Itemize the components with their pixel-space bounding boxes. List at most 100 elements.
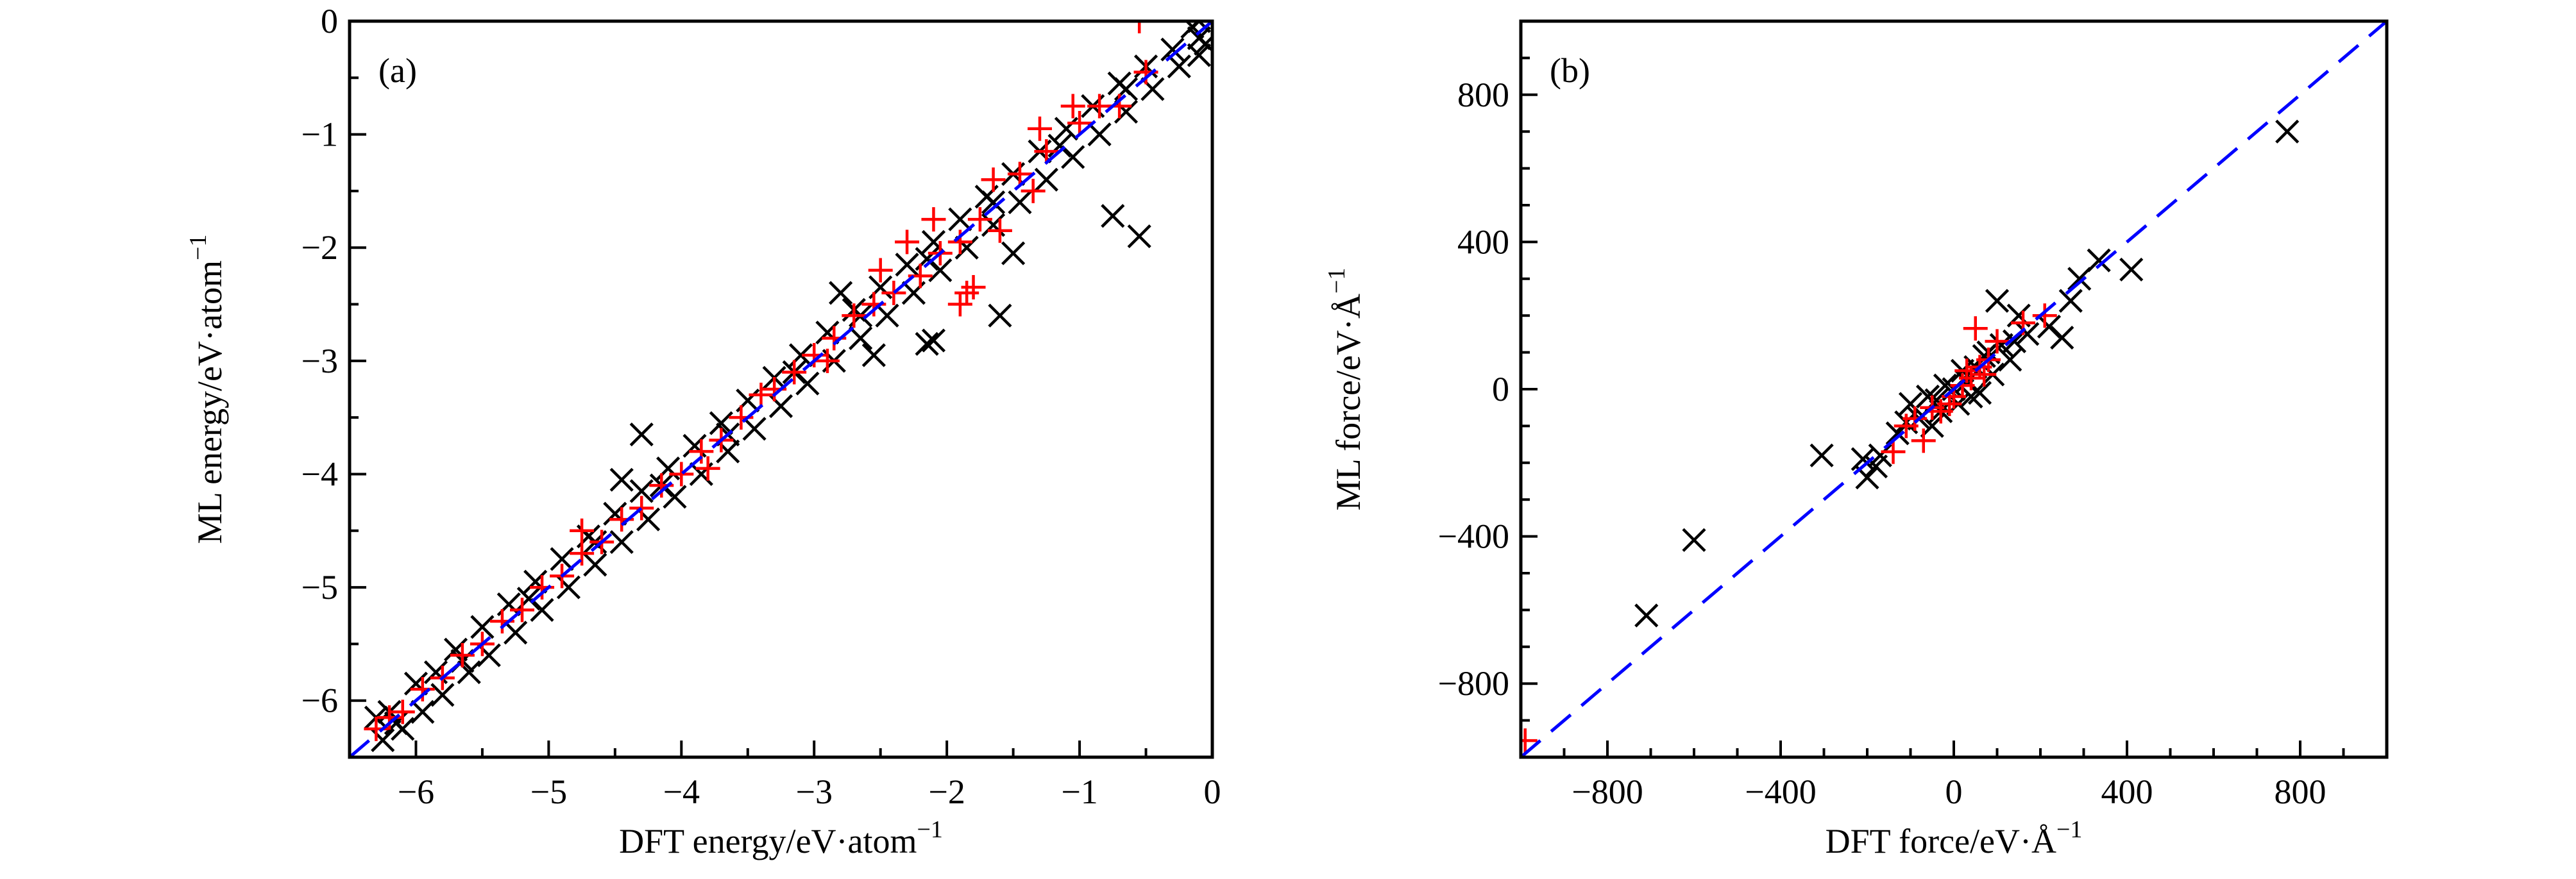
data-point-x-marker bbox=[583, 553, 607, 577]
x-tick-label: −400 bbox=[1745, 773, 1816, 811]
data-point-plus-marker bbox=[1954, 358, 1979, 383]
data-point-x-marker bbox=[1101, 204, 1125, 228]
data-point-plus-marker bbox=[1521, 728, 1538, 753]
x-axis-label-superscript: −1 bbox=[917, 816, 942, 843]
y-tick-label: −4 bbox=[301, 455, 338, 493]
data-point-plus-marker bbox=[1881, 439, 1906, 464]
y-tick-label: −2 bbox=[301, 228, 338, 267]
data-point-plus-marker bbox=[987, 218, 1012, 243]
data-point-x-marker bbox=[550, 547, 574, 571]
data-point-x-marker bbox=[1034, 167, 1058, 192]
y-tick-label: 0 bbox=[1492, 370, 1509, 408]
data-point-x-marker bbox=[849, 326, 873, 351]
data-point-x-marker bbox=[1868, 443, 1892, 467]
data-point-x-marker bbox=[2087, 248, 2111, 272]
x-tick-label: −800 bbox=[1572, 773, 1643, 811]
x-tick-label: −5 bbox=[530, 773, 567, 811]
y-axis-label-superscript: −1 bbox=[185, 235, 212, 260]
y-axis-label: ML energy/eV·atom−1 bbox=[185, 235, 229, 544]
data-point-plus-marker bbox=[921, 207, 946, 232]
data-point-plus-marker bbox=[1127, 21, 1152, 33]
data-point-x-marker bbox=[1008, 190, 1032, 215]
data-point-plus-marker bbox=[1067, 110, 1092, 135]
data-point-x-marker bbox=[504, 621, 528, 645]
data-point-x-marker bbox=[1998, 347, 2022, 372]
data-point-plus-marker bbox=[689, 439, 714, 464]
data-point-plus-marker bbox=[510, 598, 534, 623]
x-tick-label: 0 bbox=[1204, 773, 1221, 811]
data-point-x-marker bbox=[895, 253, 919, 277]
data-point-x-marker bbox=[1972, 344, 1996, 368]
y-tick-label: −3 bbox=[301, 342, 338, 380]
data-point-plus-marker bbox=[1937, 391, 1962, 416]
data-point-plus-marker bbox=[1894, 414, 1919, 439]
data-point-plus-marker bbox=[390, 699, 415, 724]
y-axis-label: ML force/eV·Å−1 bbox=[1323, 268, 1368, 511]
y-tick-label: −1 bbox=[301, 115, 338, 154]
x-tick-label: 800 bbox=[2275, 773, 2326, 811]
data-point-plus-marker bbox=[629, 496, 654, 521]
data-point-plus-marker bbox=[1911, 428, 1936, 453]
data-point-x-marker bbox=[915, 331, 939, 356]
data-point-x-marker bbox=[1809, 443, 1834, 467]
y-tick-label: −800 bbox=[1438, 664, 1509, 703]
data-point-x-marker bbox=[829, 281, 853, 305]
data-point-x-marker bbox=[1167, 54, 1191, 79]
data-point-plus-marker bbox=[782, 360, 807, 385]
data-point-plus-marker bbox=[1007, 162, 1032, 187]
x-tick-label: −3 bbox=[795, 773, 832, 811]
x-tick-label: −2 bbox=[928, 773, 965, 811]
data-point-x-marker bbox=[948, 207, 972, 231]
data-point-x-marker bbox=[1682, 528, 1706, 552]
data-point-plus-marker bbox=[1963, 316, 1988, 341]
data-point-plus-marker bbox=[570, 518, 595, 543]
data-point-x-marker bbox=[1985, 289, 2010, 313]
data-point-x-marker bbox=[1001, 241, 1026, 265]
data-point-plus-marker bbox=[2032, 303, 2057, 328]
data-point-x-marker bbox=[875, 303, 899, 328]
x-tick-label: −6 bbox=[398, 773, 434, 811]
data-point-x-marker bbox=[430, 683, 455, 707]
y-tick-label: −5 bbox=[301, 568, 338, 607]
data-point-plus-marker bbox=[967, 207, 992, 232]
y-tick-label: 800 bbox=[1457, 76, 1509, 114]
data-point-x-marker bbox=[470, 615, 495, 639]
plot-area bbox=[1521, 21, 2387, 757]
data-point-x-marker bbox=[609, 530, 634, 555]
reference-line-y-equals-x bbox=[350, 21, 1212, 757]
data-point-plus-marker bbox=[1028, 116, 1052, 141]
x-tick-label: −4 bbox=[663, 773, 700, 811]
data-point-x-marker bbox=[1087, 122, 1112, 147]
data-point-plus-marker bbox=[895, 230, 920, 255]
data-point-x-marker bbox=[629, 423, 654, 447]
data-point-plus-marker bbox=[1021, 178, 1046, 203]
data-point-x-marker bbox=[981, 190, 1006, 215]
data-point-x-marker bbox=[1160, 37, 1185, 62]
reference-line-y-equals-x bbox=[1521, 21, 2387, 757]
data-point-x-marker bbox=[1187, 21, 1211, 33]
data-point-x-marker bbox=[1898, 392, 1923, 416]
data-point-x-marker bbox=[709, 411, 733, 435]
y-axis-label-superscript: −1 bbox=[1323, 268, 1350, 294]
y-tick-label: −400 bbox=[1438, 517, 1509, 556]
data-point-plus-marker bbox=[868, 258, 893, 283]
data-point-x-marker bbox=[2015, 322, 2040, 346]
data-point-plus-marker bbox=[410, 677, 435, 702]
data-point-x-marker bbox=[2037, 314, 2062, 339]
data-point-plus-marker bbox=[570, 541, 595, 566]
data-point-plus-marker bbox=[695, 456, 720, 481]
data-point-plus-marker bbox=[981, 167, 1006, 192]
data-point-x-marker bbox=[1127, 224, 1151, 249]
data-point-x-marker bbox=[609, 467, 634, 492]
data-point-x-marker bbox=[2275, 119, 2300, 144]
data-point-x-marker bbox=[861, 343, 886, 367]
x-axis-label: DFT force/eV·Å−1 bbox=[1826, 816, 2083, 860]
data-point-x-marker bbox=[1989, 333, 2013, 357]
x-tick-label: −1 bbox=[1061, 773, 1097, 811]
data-point-plus-marker bbox=[815, 348, 840, 373]
data-point-x-marker bbox=[921, 328, 946, 353]
data-point-x-marker bbox=[742, 417, 767, 441]
plot-area bbox=[350, 21, 1212, 757]
data-point-plus-marker bbox=[842, 303, 867, 328]
